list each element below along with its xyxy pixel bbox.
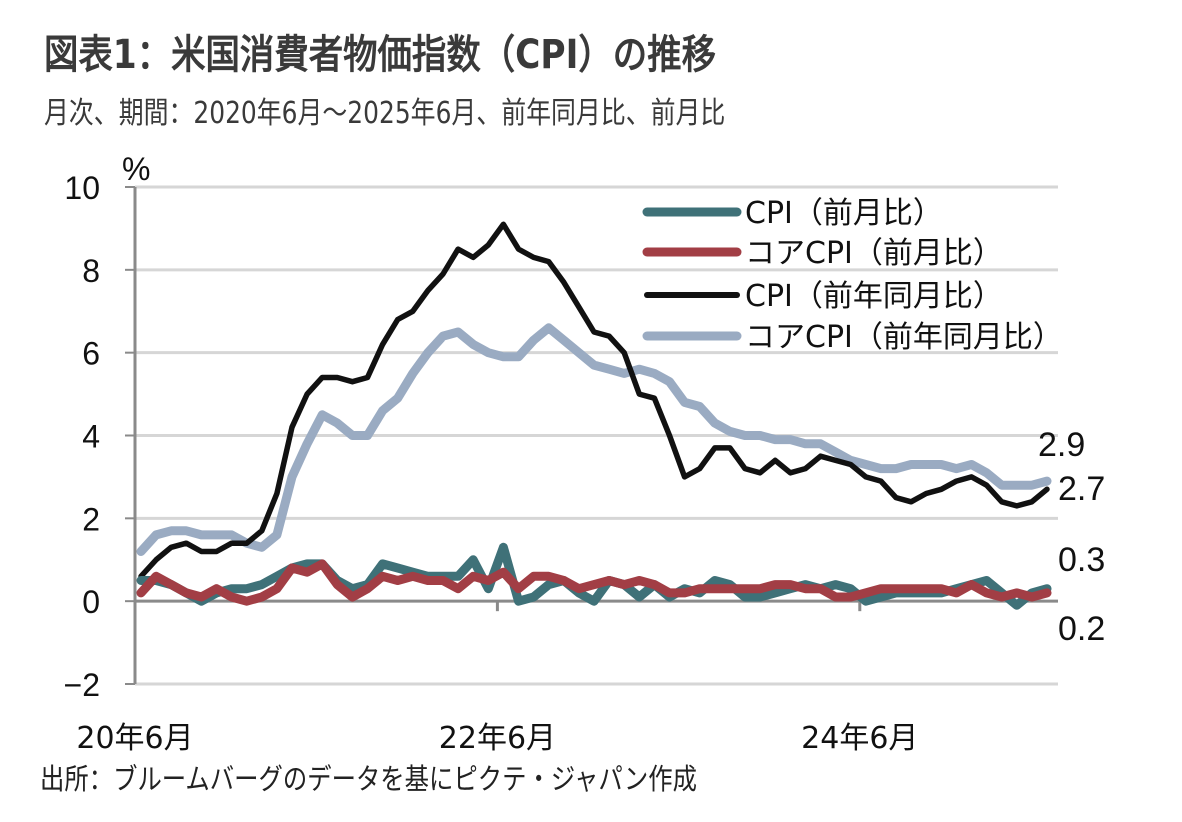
series-3 xyxy=(136,323,1052,556)
legend: CPI（前月比） コアCPI（前月比） CPI（前年同月比） コアCPI（前年同月比） xyxy=(642,196,1063,355)
end-value-label: 0.3 xyxy=(1058,541,1105,579)
legend-label: CPI（前月比） xyxy=(745,196,943,231)
y-tick-label: 2 xyxy=(82,501,100,537)
y-tick-labels: −2 0 2 4 6 8 10 xyxy=(64,170,100,703)
y-tick-label: 10 xyxy=(64,170,100,206)
x-tick-label: 24年6月 xyxy=(801,721,918,756)
end-value-label: 0.2 xyxy=(1058,610,1105,648)
end-value-label: 2.7 xyxy=(1058,470,1105,508)
y-axis-unit-label: % xyxy=(122,151,150,187)
x-tick-label: 20年6月 xyxy=(76,721,193,756)
chart-subtitle: 月次、期間：2020年6月～2025年6月、前年同月比、前月比 xyxy=(44,96,726,131)
chart-title: 図表1：米国消費者物価指数（CPI）の推移 xyxy=(44,32,716,78)
y-tick-label: 4 xyxy=(82,419,100,455)
y-tick-label: 8 xyxy=(82,253,100,289)
legend-label: CPI（前年同月比） xyxy=(745,279,1003,314)
legend-label: コアCPI（前年同月比） xyxy=(745,320,1063,355)
end-value-label: 2.9 xyxy=(1038,426,1085,464)
y-tick-label: 6 xyxy=(82,336,100,372)
x-tick-labels: 20年6月 22年6月 24年6月 xyxy=(76,721,918,756)
series-1 xyxy=(136,559,1052,606)
source-note: 出所：ブルームバーグのデータを基にピクテ・ジャパン作成 xyxy=(40,762,697,796)
end-value-labels: 2.9 2.7 0.3 0.2 xyxy=(1038,426,1105,648)
y-tick-label: −2 xyxy=(64,667,100,703)
series-lines xyxy=(136,221,1052,610)
series-2 xyxy=(138,221,1050,580)
legend-label: コアCPI（前月比） xyxy=(745,236,1003,271)
x-tick-label: 22年6月 xyxy=(439,721,556,756)
gridlines xyxy=(135,185,1058,686)
y-tick-label: 0 xyxy=(82,584,100,620)
series-0 xyxy=(136,542,1052,610)
